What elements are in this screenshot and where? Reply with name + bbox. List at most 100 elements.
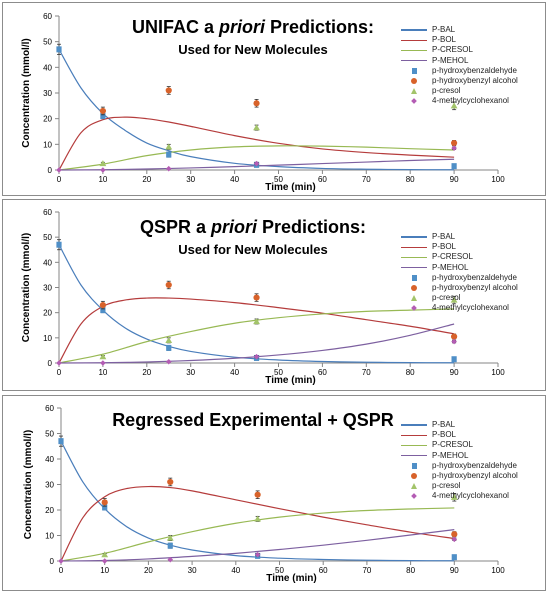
y-tick-label: 30 xyxy=(43,89,52,98)
data-point-p-hydroxybenzaldehyde xyxy=(58,438,64,445)
chart-legend: P-BAL P-BOL P-CRESOL P-MEHOL p-hydroxybenzal… xyxy=(399,420,518,502)
data-point-p-cresol xyxy=(253,124,260,131)
legend-item: p-cresol xyxy=(399,481,518,491)
legend-label: 4-methylcyclohexanol xyxy=(432,491,509,501)
legend-item: P-BOL xyxy=(399,242,518,252)
legend-item: p-hydroxybenzyl alcohol xyxy=(399,283,518,293)
y-tick-label: 50 xyxy=(43,38,52,47)
data-point-4-methylcyclohexanol xyxy=(451,536,458,543)
legend-item: p-hydroxybenzaldehyde xyxy=(399,461,518,471)
y-axis-label: Concentration (mmol/l) xyxy=(21,38,32,147)
legend-label: P-CRESOL xyxy=(432,440,473,450)
legend-item: P-CRESOL xyxy=(399,440,518,450)
y-tick-label: 40 xyxy=(43,63,52,72)
data-point-p-hydroxybenzyl-alcohol xyxy=(165,87,172,94)
legend-label: P-MEHOL xyxy=(432,55,469,65)
chart-title-part: Predictions: xyxy=(265,17,375,37)
data-point-4-methylcyclohexanol xyxy=(253,160,260,167)
data-point-p-hydroxybenzaldehyde xyxy=(451,163,457,170)
x-tick-label: 60 xyxy=(319,566,328,575)
x-tick-label: 20 xyxy=(142,368,151,377)
legend-line-icon xyxy=(401,266,427,269)
legend-swatch xyxy=(399,283,429,293)
data-point-4-methylcyclohexanol xyxy=(253,353,260,360)
legend-item: p-hydroxybenzyl alcohol xyxy=(399,471,518,481)
data-point-p-cresol xyxy=(450,493,458,500)
legend-label: P-MEHOL xyxy=(432,450,469,460)
chart-title-line: Regressed Experimental + QSPR xyxy=(103,410,403,431)
legend-swatch xyxy=(399,242,429,252)
chart-panel-qspr: 0 10 20 30 40 50 60 0 10 20 30 40 50 60 70 80 90 100 Time … xyxy=(2,199,546,391)
legend-marker-diamond-icon xyxy=(411,305,417,312)
legend-line-icon xyxy=(401,59,427,62)
legend-label: P-BOL xyxy=(432,430,457,440)
y-tick-label: 60 xyxy=(45,404,54,413)
x-tick-label: 100 xyxy=(491,368,505,377)
legend-marker-triangle-icon xyxy=(411,295,417,302)
legend-swatch xyxy=(399,471,429,481)
y-tick-label: 40 xyxy=(43,258,52,267)
chart-plot-qspr: 0 10 20 30 40 50 60 0 10 20 30 40 50 60 70 80 90 100 Time … xyxy=(21,208,505,386)
y-tick-label: 20 xyxy=(43,115,52,124)
legend-marker-triangle-icon xyxy=(411,483,417,490)
legend-label: p-hydroxybenzaldehyde xyxy=(432,272,517,282)
legend-line-icon xyxy=(401,434,427,436)
legend-label: 4-methylcyclohexanol xyxy=(432,303,509,313)
y-tick-label: 20 xyxy=(45,506,54,515)
legend-label: p-hydroxybenzyl alcohol xyxy=(432,470,518,480)
data-point-p-hydroxybenzaldehyde xyxy=(166,151,172,158)
x-tick-label: 20 xyxy=(142,175,151,184)
y-tick-label: 30 xyxy=(43,284,52,293)
data-point-4-methylcyclohexanol xyxy=(165,165,172,172)
legend-label: P-BOL xyxy=(432,35,457,45)
x-tick-label: 10 xyxy=(100,566,109,575)
data-point-p-hydroxybenzaldehyde xyxy=(166,344,172,351)
data-point-p-hydroxybenzyl-alcohol xyxy=(451,333,458,340)
chart-panel-unifac: 0 10 20 30 40 50 60 0 10 20 30 40 50 60 70 80 90 100 Time … xyxy=(2,2,546,196)
legend-marker-circle-icon xyxy=(411,78,417,85)
x-tick-label: 40 xyxy=(231,566,240,575)
legend-swatch xyxy=(399,293,429,303)
legend-label: 4-methylcyclohexanol xyxy=(432,96,509,106)
legend-line-icon xyxy=(401,444,427,447)
y-axis-label: Concentration (mmol/l) xyxy=(23,430,34,539)
legend-item: P-MEHOL xyxy=(399,56,518,66)
chart-subtitle: Used for New Molecules xyxy=(178,42,328,57)
legend-line-icon xyxy=(401,29,427,31)
legend-swatch xyxy=(399,303,429,313)
chart-title-part: QSPR a xyxy=(139,217,211,237)
data-point-p-hydroxybenzyl-alcohol xyxy=(165,281,172,289)
legend-swatch xyxy=(399,56,429,66)
chart-title-part: Predictions: xyxy=(257,217,367,237)
legend-swatch xyxy=(399,86,429,96)
data-point-p-cresol xyxy=(254,515,262,522)
x-tick-label: 50 xyxy=(274,175,283,184)
legend-swatch xyxy=(399,76,429,86)
x-tick-label: 20 xyxy=(144,566,153,575)
y-tick-label: 10 xyxy=(43,140,52,149)
y-tick-label: 0 xyxy=(48,166,53,175)
legend-marker-square-icon xyxy=(411,462,417,469)
legend-marker-diamond-icon xyxy=(411,98,417,105)
data-point-4-methylcyclohexanol xyxy=(451,145,457,151)
legend-swatch xyxy=(399,491,429,501)
legend-item: p-hydroxybenzaldehyde xyxy=(399,273,518,283)
x-tick-label: 50 xyxy=(275,566,284,575)
chart-title: Regressed Experimental + QSPR xyxy=(103,410,403,431)
data-point-4-methylcyclohexanol xyxy=(100,167,106,173)
legend-swatch xyxy=(399,66,429,76)
legend-line-icon xyxy=(401,424,427,426)
legend-label: p-cresol xyxy=(432,481,461,491)
x-tick-label: 80 xyxy=(406,175,415,184)
x-tick-label: 100 xyxy=(491,566,505,575)
chart-title: UNIFAC a priori Predictions: Used for Ne… xyxy=(113,17,393,57)
x-tick-label: 80 xyxy=(406,368,415,377)
y-tick-label: 50 xyxy=(45,430,54,439)
legend-item: P-BOL xyxy=(399,430,518,440)
x-tick-label: 40 xyxy=(230,368,239,377)
chart-title: QSPR a priori Predictions: Used for New … xyxy=(113,217,393,257)
data-point-p-hydroxybenzaldehyde xyxy=(167,542,173,549)
x-tick-label: 70 xyxy=(362,175,371,184)
data-point-4-methylcyclohexanol xyxy=(101,558,108,564)
legend-label: p-hydroxybenzyl alcohol xyxy=(432,282,518,292)
